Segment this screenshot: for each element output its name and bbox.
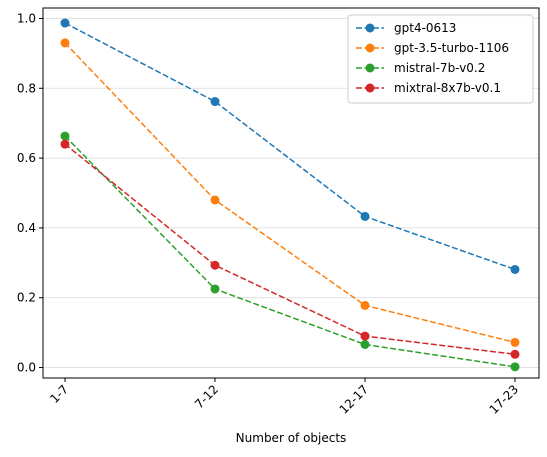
- legend-marker: [365, 63, 375, 73]
- data-point: [510, 337, 520, 347]
- x-tick-label: 17-23: [487, 382, 522, 417]
- legend-item: mixtral-8x7b-v0.1: [356, 81, 501, 95]
- x-axis-label: Number of objects: [236, 431, 347, 445]
- series-mistral-7b-v0.2: [60, 131, 520, 372]
- series-line: [64, 22, 516, 271]
- legend-label: mixtral-8x7b-v0.1: [394, 81, 501, 95]
- y-tick-label: 0.2: [17, 291, 36, 305]
- legend-item: gpt4-0613: [356, 21, 456, 35]
- legend-item: mistral-7b-v0.2: [356, 61, 485, 75]
- x-tick-label: 7-12: [192, 382, 221, 411]
- y-tick-label: 1.0: [17, 11, 36, 25]
- legend-marker: [365, 83, 375, 93]
- legend-marker: [365, 43, 375, 53]
- y-tick-label: 0.6: [17, 151, 36, 165]
- legend-marker: [365, 23, 375, 33]
- data-point: [60, 18, 70, 28]
- data-point: [210, 195, 220, 205]
- series-gpt4-0613: [60, 18, 520, 274]
- data-point: [360, 211, 370, 221]
- data-point: [360, 300, 370, 310]
- legend-label: gpt4-0613: [394, 21, 456, 35]
- data-point: [510, 264, 520, 274]
- legend: gpt4-0613 gpt-3.5-turbo-1106 mistral-7b-v0…: [347, 14, 534, 104]
- x-tick-label: 1-7: [47, 382, 71, 406]
- data-point: [510, 349, 520, 359]
- y-tick-label: 0.0: [17, 361, 36, 375]
- legend-label: mistral-7b-v0.2: [394, 61, 485, 75]
- series-line: [64, 42, 516, 344]
- legend-box: [347, 14, 534, 104]
- plot-area-frame: [42, 7, 540, 379]
- data-point: [360, 331, 370, 341]
- data-point: [360, 339, 370, 349]
- data-point: [210, 260, 220, 270]
- series-gpt-3.5-turbo-1106: [60, 38, 520, 347]
- data-point: [210, 284, 220, 294]
- grid-layer: [43, 18, 539, 368]
- y-tick-label: 0.4: [17, 221, 36, 235]
- y-tick-label: 0.8: [17, 81, 36, 95]
- series-line: [64, 143, 516, 356]
- data-point: [60, 131, 70, 141]
- x-tick-label: 12-17: [337, 382, 372, 417]
- data-point: [210, 97, 220, 107]
- series-mixtral-8x7b-v0.1: [60, 139, 520, 359]
- legend-item: gpt-3.5-turbo-1106: [356, 41, 509, 55]
- data-point: [60, 139, 70, 149]
- legend-label: gpt-3.5-turbo-1106: [394, 41, 509, 55]
- data-point: [510, 362, 520, 372]
- data-point: [60, 38, 70, 48]
- series-layer: [60, 18, 520, 372]
- series-line: [64, 135, 516, 368]
